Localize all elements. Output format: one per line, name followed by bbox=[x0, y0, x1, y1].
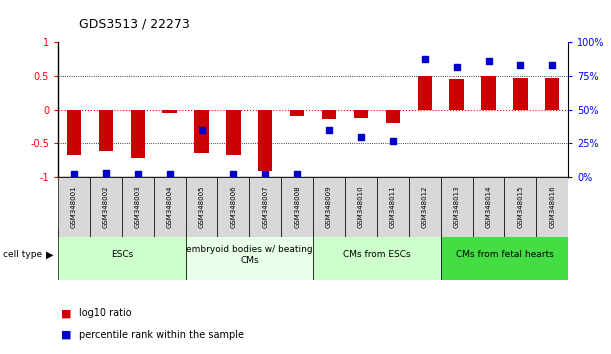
Bar bbox=[513, 78, 527, 110]
Bar bbox=[409, 177, 441, 237]
Text: ■: ■ bbox=[61, 308, 71, 318]
Bar bbox=[281, 177, 313, 237]
Bar bbox=[99, 110, 113, 152]
Text: GSM348006: GSM348006 bbox=[230, 186, 236, 228]
Bar bbox=[481, 76, 496, 110]
Bar bbox=[154, 177, 186, 237]
Text: GSM348010: GSM348010 bbox=[358, 186, 364, 228]
Text: ESCs: ESCs bbox=[111, 250, 133, 259]
Text: ■: ■ bbox=[61, 330, 71, 339]
Text: CMs from ESCs: CMs from ESCs bbox=[343, 250, 411, 259]
Text: GSM348013: GSM348013 bbox=[453, 186, 459, 228]
Bar bbox=[354, 110, 368, 118]
Bar bbox=[505, 177, 536, 237]
Text: percentile rank within the sample: percentile rank within the sample bbox=[79, 330, 244, 339]
Text: GDS3513 / 22273: GDS3513 / 22273 bbox=[79, 17, 190, 30]
Text: GSM348005: GSM348005 bbox=[199, 186, 205, 228]
Text: GSM348003: GSM348003 bbox=[135, 186, 141, 228]
Point bbox=[324, 127, 334, 133]
Text: cell type: cell type bbox=[3, 250, 42, 259]
Text: embryoid bodies w/ beating
CMs: embryoid bodies w/ beating CMs bbox=[186, 245, 313, 264]
Bar bbox=[441, 177, 472, 237]
Text: GSM348016: GSM348016 bbox=[549, 186, 555, 228]
Point bbox=[69, 171, 79, 177]
Bar bbox=[226, 110, 241, 155]
Bar bbox=[450, 80, 464, 110]
Bar bbox=[186, 230, 313, 280]
Point bbox=[356, 134, 366, 139]
Text: GSM348011: GSM348011 bbox=[390, 186, 396, 228]
Text: GSM348009: GSM348009 bbox=[326, 186, 332, 228]
Point bbox=[292, 171, 302, 177]
Bar bbox=[131, 110, 145, 158]
Bar bbox=[417, 76, 432, 110]
Text: GSM348007: GSM348007 bbox=[262, 186, 268, 228]
Bar bbox=[313, 230, 441, 280]
Text: GSM348015: GSM348015 bbox=[518, 186, 524, 228]
Point bbox=[388, 138, 398, 143]
Bar bbox=[249, 177, 281, 237]
Bar bbox=[58, 230, 186, 280]
Text: ▶: ▶ bbox=[46, 250, 54, 260]
Text: GSM348014: GSM348014 bbox=[486, 186, 491, 228]
Bar bbox=[186, 177, 218, 237]
Point bbox=[229, 171, 238, 177]
Bar bbox=[218, 177, 249, 237]
Point bbox=[516, 63, 525, 68]
Bar bbox=[441, 230, 568, 280]
Text: GSM348001: GSM348001 bbox=[71, 186, 77, 228]
Bar bbox=[377, 177, 409, 237]
Bar bbox=[290, 110, 304, 116]
Text: GSM348002: GSM348002 bbox=[103, 186, 109, 228]
Text: GSM348012: GSM348012 bbox=[422, 186, 428, 228]
Text: GSM348004: GSM348004 bbox=[167, 186, 173, 228]
Point bbox=[197, 127, 207, 133]
Bar bbox=[194, 110, 209, 154]
Bar bbox=[313, 177, 345, 237]
Text: log10 ratio: log10 ratio bbox=[79, 308, 132, 318]
Point bbox=[101, 170, 111, 176]
Point bbox=[133, 171, 142, 177]
Bar bbox=[67, 110, 81, 155]
Text: CMs from fetal hearts: CMs from fetal hearts bbox=[456, 250, 554, 259]
Bar bbox=[345, 177, 377, 237]
Bar bbox=[536, 177, 568, 237]
Point bbox=[420, 56, 430, 62]
Bar bbox=[58, 177, 90, 237]
Bar bbox=[258, 110, 273, 171]
Point bbox=[165, 171, 175, 177]
Bar bbox=[386, 110, 400, 123]
Bar bbox=[122, 177, 154, 237]
Point bbox=[452, 64, 461, 69]
Point bbox=[260, 171, 270, 177]
Bar bbox=[472, 177, 505, 237]
Point bbox=[484, 58, 494, 64]
Bar bbox=[90, 177, 122, 237]
Text: GSM348008: GSM348008 bbox=[294, 186, 300, 228]
Bar bbox=[163, 110, 177, 113]
Bar bbox=[545, 78, 560, 110]
Bar bbox=[322, 110, 336, 119]
Point bbox=[547, 63, 557, 68]
